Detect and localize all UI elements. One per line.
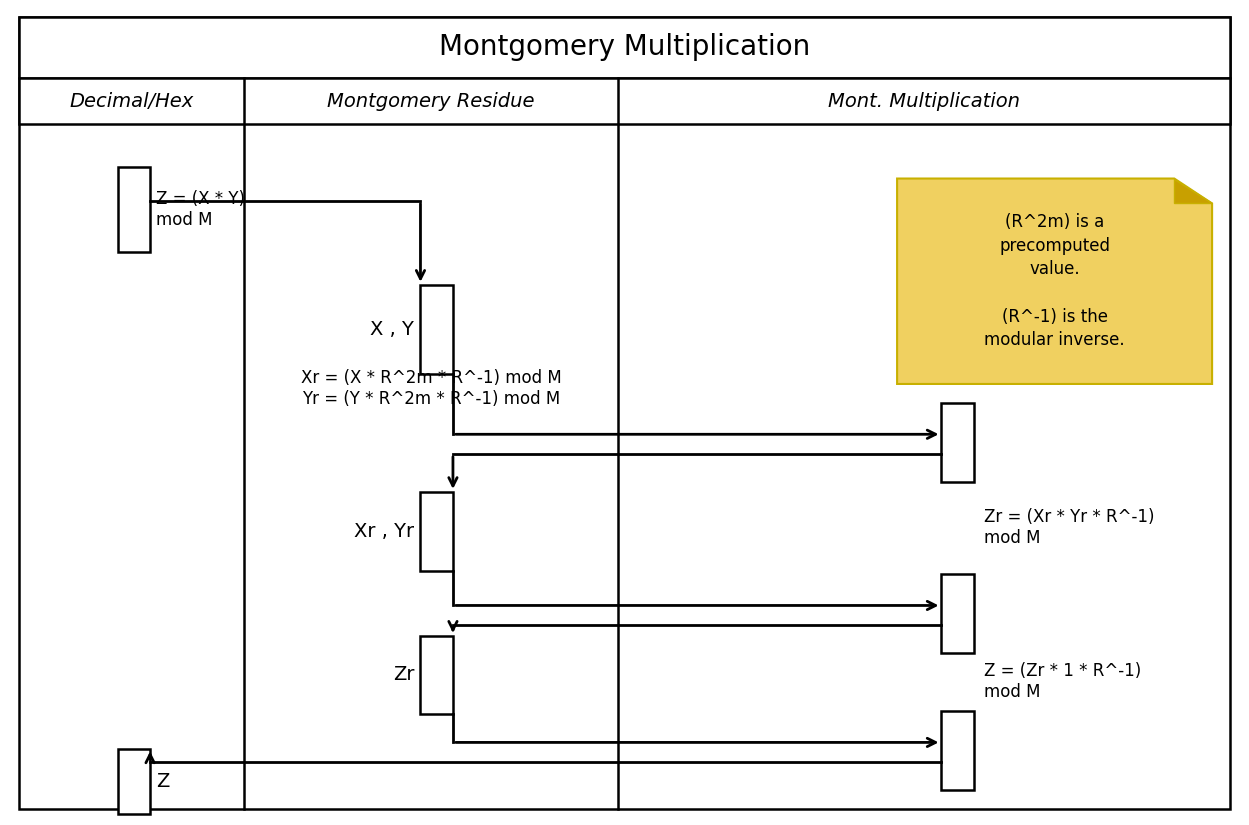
Text: (R^2m) is a
precomputed
value.

(R^-1) is the
modular inverse.: (R^2m) is a precomputed value. (R^-1) is… [984, 213, 1125, 349]
Text: Montgomery Residue: Montgomery Residue [327, 92, 535, 111]
Text: Z = (Zr * 1 * R^-1)
mod M: Z = (Zr * 1 * R^-1) mod M [984, 662, 1142, 701]
Bar [942, 711, 974, 790]
Text: X , Y: X , Y [371, 319, 415, 339]
Polygon shape [1174, 178, 1212, 204]
Text: Xr = (X * R^2m * R^-1) mod M
Yr = (Y * R^2m * R^-1) mod M: Xr = (X * R^2m * R^-1) mod M Yr = (Y * R… [301, 369, 561, 408]
Text: Montgomery Multiplication: Montgomery Multiplication [438, 34, 811, 61]
Text: Zr: Zr [392, 666, 415, 685]
Text: Z = (X * Y)
mod M: Z = (X * Y) mod M [156, 190, 245, 229]
Bar [19, 78, 1230, 124]
Bar [117, 167, 150, 252]
Text: Z: Z [156, 771, 170, 790]
Text: Zr = (Xr * Yr * R^-1)
mod M: Zr = (Xr * Yr * R^-1) mod M [984, 508, 1154, 547]
Text: Xr , Yr: Xr , Yr [355, 521, 415, 540]
Text: Decimal/Hex: Decimal/Hex [69, 92, 194, 111]
Bar [19, 16, 1230, 78]
Bar [421, 635, 453, 714]
Bar [421, 285, 453, 374]
Bar [942, 574, 974, 653]
Bar [117, 748, 150, 813]
Polygon shape [897, 178, 1212, 384]
Bar [942, 403, 974, 482]
Bar [421, 492, 453, 571]
Text: Mont. Multiplication: Mont. Multiplication [828, 92, 1020, 111]
